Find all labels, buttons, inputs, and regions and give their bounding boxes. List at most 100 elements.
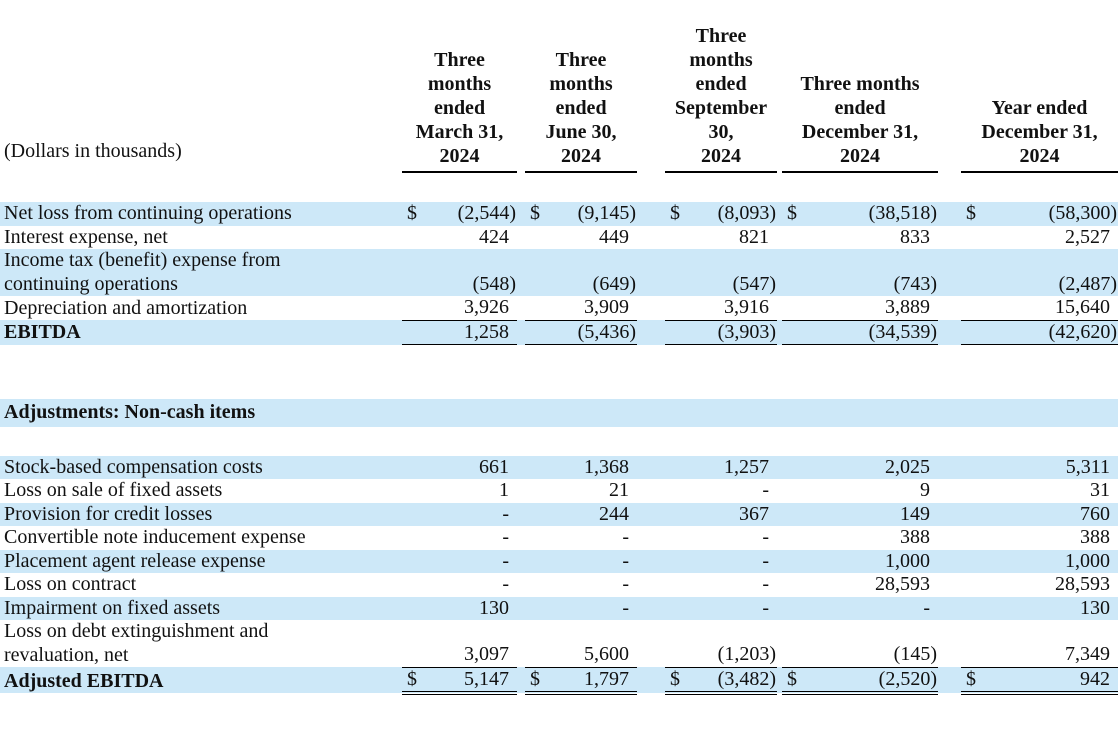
row-label: Interest expense, net <box>4 225 168 248</box>
value-cell: 28,593 <box>961 573 1118 597</box>
cell-value: 7,349 <box>1065 643 1110 665</box>
cell-value: - <box>502 502 509 525</box>
value-cell: $ (9,145) <box>525 202 637 226</box>
cell-value: (548) <box>472 272 516 295</box>
cell-value: 31 <box>1090 479 1110 501</box>
cell-value: (743) <box>893 272 937 295</box>
column-gap <box>938 479 961 503</box>
value-cell: (743) <box>782 249 938 296</box>
column-gap <box>777 502 782 526</box>
value-cell: 15,640 <box>961 296 1118 321</box>
column-gap <box>517 202 525 226</box>
column-gap <box>517 502 525 526</box>
cell-value: 942 <box>1080 667 1110 690</box>
cell-value: 2,527 <box>1065 225 1110 248</box>
value-cell: 28,593 <box>782 573 938 597</box>
cell-value: 5,600 <box>584 643 629 665</box>
value-cell: $ (38,518) <box>782 202 938 226</box>
column-gap <box>938 455 961 479</box>
column-gap <box>777 320 782 345</box>
row-label: Adjusted EBITDA <box>0 667 402 693</box>
cell-value: - <box>923 596 930 619</box>
row-label: EBITDA <box>0 320 402 345</box>
column-header-line: months <box>549 73 613 95</box>
table-row: Impairment on fixed assets 130 - - - 130 <box>0 596 1118 620</box>
column-gap <box>637 502 665 526</box>
value-cell: (34,539) <box>782 320 938 345</box>
column-gap <box>777 549 782 573</box>
cell-value: (649) <box>592 272 636 295</box>
column-gap <box>637 249 665 296</box>
column-gap <box>637 296 665 320</box>
value-cell: 3,889 <box>782 296 938 321</box>
column-gap <box>938 202 961 226</box>
value-cell: - <box>665 573 777 597</box>
currency-symbol: $ <box>670 202 680 224</box>
cell-value: 1,797 <box>584 667 629 690</box>
cell-value: (38,518) <box>868 202 937 224</box>
table-row: Income tax (benefit) expense from continu… <box>0 249 1118 296</box>
section-title: Adjustments: Non-cash items <box>0 398 1118 427</box>
value-cell: (42,620) <box>961 320 1118 345</box>
value-cell: (3,903) <box>665 320 777 345</box>
column-header-line: 2024 <box>840 145 880 167</box>
value-cell: - <box>782 596 938 620</box>
value-cell: 1,257 <box>665 455 777 479</box>
row-label: Provision for credit losses <box>0 502 402 526</box>
currency-symbol: $ <box>787 202 797 224</box>
column-gap <box>777 249 782 296</box>
value-cell: - <box>665 549 777 573</box>
column-gap <box>938 667 961 693</box>
column-header-line: 2024 <box>701 145 741 167</box>
currency-symbol: $ <box>530 667 540 690</box>
value-cell: - <box>665 526 777 550</box>
cell-value: 3,909 <box>584 296 629 318</box>
ebitda-reconciliation-table: (Dollars in thousands) Three months ended M… <box>0 0 1118 695</box>
value-cell: 833 <box>782 226 938 250</box>
column-gap <box>517 526 525 550</box>
value-cell: - <box>665 479 777 503</box>
column-gap <box>517 249 525 296</box>
value-cell: (547) <box>665 249 777 296</box>
value-cell: 388 <box>782 526 938 550</box>
row-label: Impairment on fixed assets <box>0 596 402 620</box>
column-gap <box>517 667 525 693</box>
column-gap <box>517 0 525 172</box>
column-gap <box>777 667 782 693</box>
value-cell: 1,258 <box>402 320 517 345</box>
column-gap <box>637 455 665 479</box>
column-header-line: Three <box>434 49 485 71</box>
column-gap <box>637 320 665 345</box>
value-cell: - <box>402 549 517 573</box>
row-label: Stock-based compensation costs <box>0 455 402 479</box>
cell-value: 367 <box>739 502 769 525</box>
cell-value: (58,300) <box>1048 202 1117 224</box>
value-cell: 449 <box>525 226 637 250</box>
cell-value: 1,000 <box>885 549 930 572</box>
value-cell: 3,097 <box>402 620 517 668</box>
table-row: Placement agent release expense - - - 1,000 1… <box>0 549 1118 573</box>
column-gap <box>517 455 525 479</box>
row-label: Convertible note inducement expense <box>4 526 306 548</box>
cell-value: 1,257 <box>724 455 769 478</box>
cell-value: 833 <box>900 225 930 248</box>
cell-value: - <box>762 526 769 548</box>
cell-value: 15,640 <box>1055 296 1110 318</box>
column-gap <box>517 226 525 250</box>
cell-value: 1,368 <box>584 455 629 478</box>
value-cell: 31 <box>961 479 1118 503</box>
value-cell: - <box>525 596 637 620</box>
cell-value: 3,916 <box>724 296 769 318</box>
value-cell: (649) <box>525 249 637 296</box>
value-cell: 244 <box>525 502 637 526</box>
table-row: Convertible note inducement expense - - - 38… <box>0 526 1118 550</box>
value-cell: 130 <box>402 596 517 620</box>
row-label: Placement agent release expense <box>0 549 402 573</box>
column-header-line: ended <box>834 97 886 119</box>
value-cell: $ (2,544) <box>402 202 517 226</box>
cell-value: (1,203) <box>717 643 776 665</box>
units-label: (Dollars in thousands) <box>4 140 182 162</box>
cell-value: 130 <box>479 596 509 619</box>
value-cell: (1,203) <box>665 620 777 668</box>
column-header-line: December 31, <box>981 121 1098 143</box>
